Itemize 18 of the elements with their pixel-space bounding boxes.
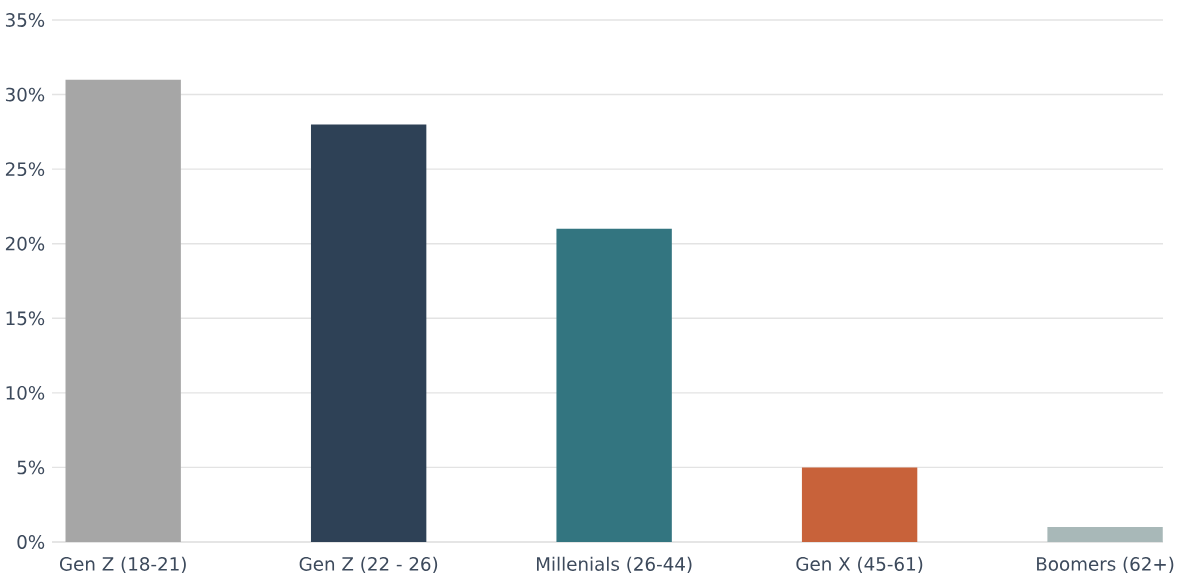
bar (556, 228, 672, 542)
y-tick-label: 25% (5, 162, 45, 177)
x-tick-label: Millenials (26-44) (537, 556, 692, 574)
y-tick-label: 15% (6, 311, 45, 326)
y-tick-label: 20% (5, 236, 45, 251)
x-tick-label: Gen Z (22 - 26) (299, 556, 438, 574)
y-tick-label: 30% (5, 87, 45, 102)
bar (1047, 527, 1163, 542)
bar (65, 79, 181, 542)
bar (801, 467, 918, 542)
y-tick-label: 10% (6, 385, 45, 400)
x-tick-label: Gen X (45-61) (796, 556, 923, 574)
y-tick-label: 0% (17, 535, 45, 549)
x-tick-label: Boomers (62+) (1037, 556, 1174, 574)
y-tick-label: 5% (17, 460, 45, 475)
y-tick-label: 35% (5, 13, 45, 27)
x-tick-label: Gen Z (18-21) (59, 556, 186, 574)
bar (310, 124, 427, 542)
